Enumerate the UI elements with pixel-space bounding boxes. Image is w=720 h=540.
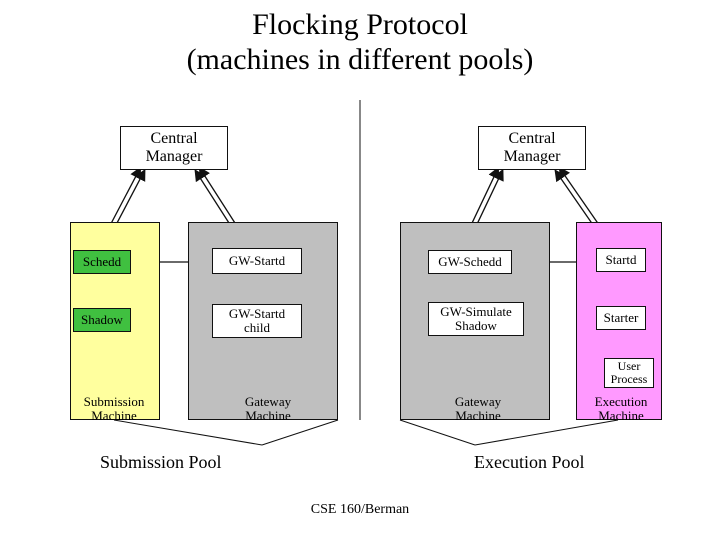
box-schedd: Schedd — [73, 250, 131, 274]
box-central-manager-left: Central Manager — [120, 126, 228, 170]
box-gw-startd: GW-Startd — [212, 248, 302, 274]
box-central-manager-right: Central Manager — [478, 126, 586, 170]
label-gw-right-label: Gateway Machine — [438, 394, 518, 424]
slide-footer: CSE 160/Berman — [0, 502, 720, 518]
title-line2: (machines in different pools) — [187, 43, 534, 76]
caption-submission-pool: Submission Pool — [100, 452, 222, 473]
box-user-process: User Process — [604, 358, 654, 388]
label-gw-left-label: Gateway Machine — [228, 394, 308, 424]
title-line1: Flocking Protocol — [252, 8, 468, 41]
box-startd: Startd — [596, 248, 646, 272]
box-starter: Starter — [596, 306, 646, 330]
caption-execution-pool: Execution Pool — [474, 452, 585, 473]
box-gw-startd-child: GW-Startd child — [212, 304, 302, 338]
box-gw-schedd: GW-Schedd — [428, 250, 512, 274]
box-gw-simulate-shadow: GW-Simulate Shadow — [428, 302, 524, 336]
box-shadow: Shadow — [73, 308, 131, 332]
slide-title: Flocking Protocol (machines in different… — [0, 8, 720, 77]
label-sub-machine-label: Submission Machine — [64, 394, 164, 424]
label-exec-machine-label: Execution Machine — [576, 394, 666, 424]
